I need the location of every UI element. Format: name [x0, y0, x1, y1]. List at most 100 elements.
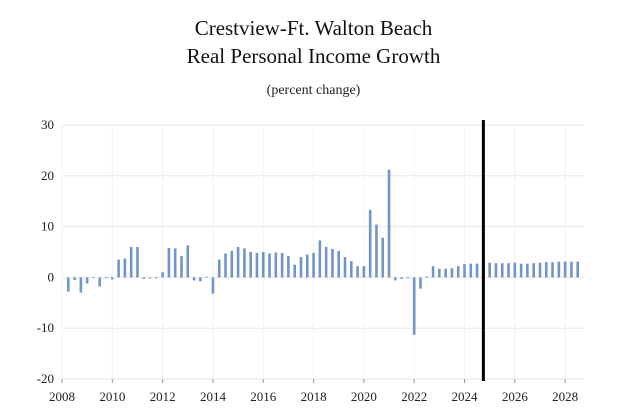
- bar: [243, 248, 246, 278]
- bar: [463, 264, 466, 278]
- bar: [494, 263, 498, 278]
- x-tick-label: 2018: [301, 389, 327, 404]
- bar: [500, 263, 504, 278]
- bar: [299, 257, 303, 278]
- bar: [92, 277, 95, 279]
- bar: [217, 259, 221, 278]
- bar: [400, 277, 403, 279]
- bar: [129, 246, 133, 278]
- y-tick-label: -20: [37, 371, 54, 386]
- bar: [513, 262, 517, 278]
- bar: [111, 277, 114, 280]
- chart-title-line1: Crestview-Ft. Walton Beach: [194, 16, 433, 40]
- bar: [73, 277, 76, 280]
- bar: [368, 209, 372, 278]
- x-tick-label: 2022: [401, 389, 427, 404]
- bar: [438, 268, 441, 278]
- bar: [167, 247, 171, 278]
- bar: [343, 257, 347, 278]
- bar: [117, 259, 120, 278]
- bar: [142, 277, 146, 279]
- bar: [412, 277, 416, 335]
- y-tick-label: 10: [41, 219, 54, 234]
- bar: [173, 248, 177, 278]
- bar: [576, 261, 580, 278]
- chart-subtitle: (percent change): [266, 83, 361, 98]
- y-tick-label: 20: [41, 168, 54, 183]
- bar: [381, 237, 385, 278]
- x-tick-label: 2016: [250, 389, 277, 404]
- bar: [287, 256, 290, 278]
- bar: [450, 268, 454, 278]
- bar: [268, 253, 271, 278]
- bar: [563, 261, 567, 278]
- bar: [312, 253, 315, 278]
- bar: [337, 250, 341, 278]
- bar: [375, 224, 378, 278]
- bar: [192, 277, 196, 281]
- bar: [180, 256, 183, 278]
- bar: [66, 277, 70, 292]
- bar: [98, 277, 102, 287]
- bar: [362, 266, 366, 278]
- x-tick-label: 2028: [552, 389, 578, 404]
- x-tick-label: 2014: [200, 389, 227, 404]
- bar: [519, 263, 523, 278]
- bar: [155, 277, 158, 279]
- bar: [526, 263, 529, 278]
- x-tick-label: 2026: [502, 389, 529, 404]
- y-tick-label: 30: [41, 117, 54, 132]
- bar: [148, 277, 152, 279]
- bar: [469, 263, 473, 278]
- bar: [538, 262, 542, 278]
- bar: [544, 262, 548, 278]
- bar: [136, 246, 139, 278]
- bar: [394, 277, 397, 281]
- y-tick-label: -10: [37, 320, 54, 335]
- bar: [318, 240, 322, 278]
- x-tick-label: 2020: [351, 389, 377, 404]
- bar: [387, 169, 391, 278]
- x-tick-label: 2012: [150, 389, 176, 404]
- bar: [211, 277, 215, 294]
- bar: [324, 246, 328, 278]
- bar: [431, 266, 435, 278]
- bar: [161, 272, 164, 278]
- bar: [293, 264, 296, 278]
- bars: [66, 169, 580, 335]
- x-tick-label: 2008: [49, 389, 75, 404]
- chart-title-line2: Real Personal Income Growth: [186, 44, 441, 68]
- bar: [488, 262, 491, 278]
- bar: [305, 254, 309, 278]
- bar: [123, 258, 127, 278]
- bar: [280, 253, 284, 278]
- bar: [570, 261, 573, 278]
- bar: [236, 246, 240, 278]
- bar: [475, 263, 479, 278]
- bar: [425, 276, 429, 278]
- bar: [205, 276, 208, 278]
- bar: [419, 277, 422, 289]
- bar: [104, 277, 108, 279]
- bar: [356, 266, 359, 278]
- bar: [186, 245, 190, 278]
- bar: [551, 262, 554, 278]
- bar: [79, 277, 83, 293]
- bar: [224, 253, 227, 278]
- bar: [85, 277, 89, 284]
- x-tick-label: 2024: [452, 389, 479, 404]
- bar: [557, 261, 561, 278]
- bar: [350, 261, 353, 278]
- bar: [444, 268, 447, 278]
- y-tick-label: 0: [48, 269, 55, 284]
- bar: [261, 252, 265, 278]
- bar: [406, 277, 410, 279]
- bar: [274, 252, 278, 278]
- bar: [456, 266, 460, 278]
- bar: [507, 263, 510, 278]
- bar: [255, 253, 259, 278]
- bar: [230, 250, 234, 278]
- gridlines: [61, 124, 584, 380]
